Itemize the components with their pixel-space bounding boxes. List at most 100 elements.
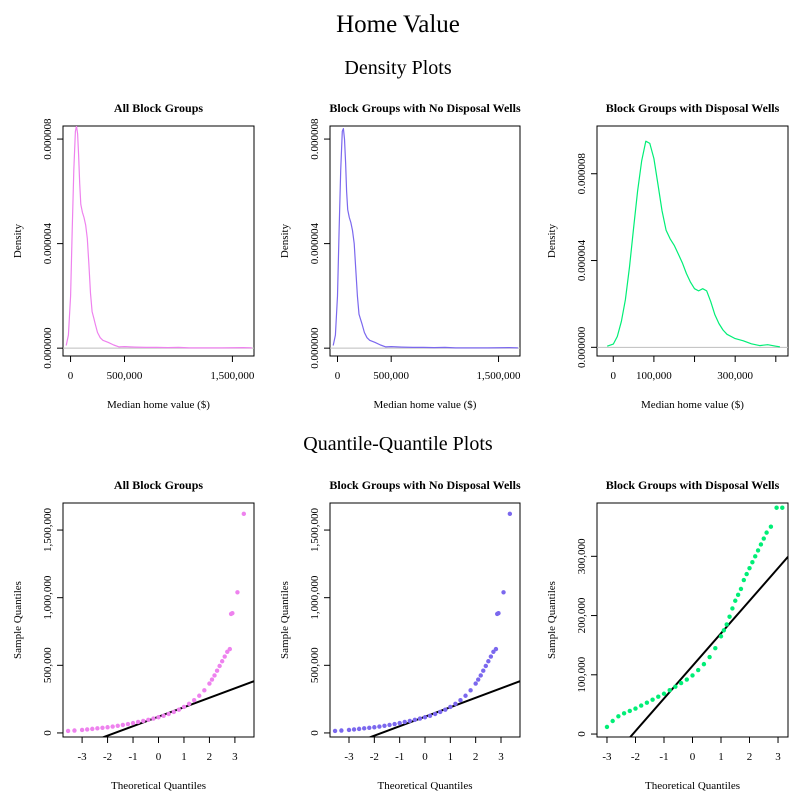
qq-point [501,590,506,595]
qq-reference-line [628,556,788,737]
qq-point [105,725,110,730]
x-tick-label: 0 [156,751,162,763]
y-tick-label: 200,000 [576,597,588,633]
y-tick-label: 0.000008 [576,153,588,195]
qq-point [146,717,151,723]
qq-point [191,698,197,703]
y-tick-label: 0 [42,730,54,736]
qq-point [638,703,644,708]
qq-point [730,606,735,611]
qq-point [684,677,689,682]
qq-point [115,723,120,728]
qq-point [438,709,443,715]
qq-point [422,715,428,720]
qq-point [120,722,126,728]
plot-area [63,126,254,349]
qq-point [448,704,453,710]
qq-point [507,511,513,517]
qq-point [392,721,397,727]
qq-point [604,724,610,730]
qq-point [161,713,166,718]
x-tick-label: 3 [775,751,781,763]
chart-panel-1: All Block Groups 0 500,000 1,500,000 0.00000… [12,101,255,411]
y-tick-label: 0.000000 [576,326,588,368]
x-tick-label: -1 [395,751,404,763]
y-tick-label: 1,500,000 [42,508,54,553]
qq-point [621,711,627,716]
qq-point [356,726,362,732]
y-tick-label: 1,000,000 [309,575,321,620]
qq-point [372,725,377,730]
qq-point [727,614,732,619]
qq-point [616,714,621,719]
x-tick-label: 2 [473,751,479,763]
qq-point [493,646,499,652]
qq-point [483,663,488,669]
plot-frame [596,502,789,738]
qq-point [733,598,738,603]
qq-point [202,688,207,693]
qq-point [481,668,486,673]
chart-panel-6: Block Groups with Disposal Wells -3 -2 -1 0 1… [546,478,789,792]
x-axis-label: Theoretical Quantiles [645,780,740,792]
plot-area [604,505,788,737]
figure-title: Home Value [336,11,460,38]
x-tick-label: 500,000 [107,370,143,382]
qq-point [707,654,712,660]
panel-title: Block Groups with Disposal Wells [606,101,780,115]
qq-point [761,536,766,541]
qq-point [212,673,217,678]
qq-point [402,719,407,725]
density-curve [65,126,252,349]
qq-point [650,697,655,702]
x-tick-label: 300,000 [717,370,753,382]
x-axis-label: Theoretical Quantiles [378,780,473,792]
qq-point [753,554,758,559]
qq-point [486,659,491,664]
x-tick-label: -3 [602,751,612,763]
x-tick-label: -1 [659,751,668,763]
qq-point [339,728,344,733]
qq-point [382,723,387,728]
qq-point [468,688,473,693]
qq-point [463,693,468,698]
qq-point [690,673,695,678]
qq-point [427,713,433,718]
qq-point [95,726,100,731]
qq-point [764,530,769,535]
qq-point [656,694,661,699]
qq-point [181,704,187,710]
qq-section-title: Quantile-Quantile Plots [303,433,493,455]
qq-point [332,728,338,734]
qq-point [661,691,667,696]
x-tick-label: 1 [718,751,724,763]
qq-point [673,684,678,689]
y-tick-label: 500,000 [42,647,54,683]
qq-point [351,727,357,732]
y-tick-label: 0.000008 [309,118,321,160]
density-curve [332,128,518,349]
qq-point [610,718,615,724]
x-tick-label: 500,000 [373,370,409,382]
y-tick-label: 100,000 [576,656,588,692]
panel-title: All Block Groups [114,478,203,492]
x-tick-label: 3 [232,751,238,763]
density-section-title: Density Plots [344,57,451,79]
qq-point [227,646,233,652]
chart-panel-4: All Block Groups -3 -2 -1 0 1 2 3 0 500,000 1,000,… [12,478,255,792]
y-axis-label: Sample Quantiles [546,581,558,659]
qq-point [197,693,202,698]
qq-point [478,673,483,678]
qq-point [696,667,701,673]
x-tick-label: 0 [68,370,74,382]
qq-point [110,724,115,729]
qq-point [219,659,225,664]
qq-point [156,715,161,720]
qq-point [166,711,171,717]
chart-panel-2: Block Groups with No Disposal Wells 0 500,… [279,101,521,411]
plot-area [65,511,254,737]
x-tick-label: -1 [128,751,137,763]
plot-frame [329,125,521,357]
qq-point [453,701,458,707]
qq-point [151,716,156,721]
